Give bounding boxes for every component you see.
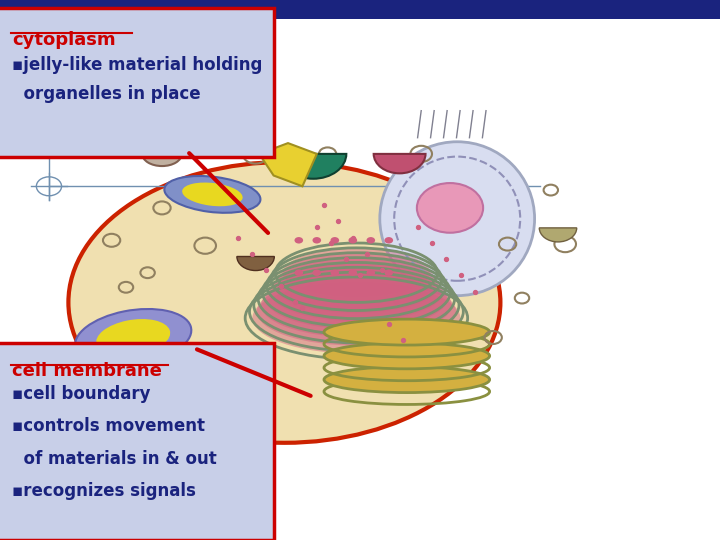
FancyBboxPatch shape <box>0 8 274 157</box>
Point <box>333 217 344 226</box>
FancyBboxPatch shape <box>0 0 720 19</box>
Text: ▪jelly-like material holding: ▪jelly-like material holding <box>12 56 263 73</box>
Point <box>469 287 481 296</box>
Point <box>325 239 337 247</box>
Ellipse shape <box>278 253 435 305</box>
Ellipse shape <box>324 319 490 345</box>
Text: ▪recognizes signals: ▪recognizes signals <box>12 482 196 500</box>
Point <box>318 201 330 210</box>
Wedge shape <box>237 256 274 271</box>
Ellipse shape <box>324 343 490 369</box>
Point <box>304 282 315 291</box>
Point <box>426 239 438 247</box>
Ellipse shape <box>269 263 443 321</box>
Point <box>261 266 272 274</box>
Wedge shape <box>280 154 346 179</box>
Circle shape <box>417 183 483 233</box>
Circle shape <box>312 269 321 276</box>
Wedge shape <box>374 154 426 173</box>
Point <box>311 222 323 231</box>
Point <box>354 271 366 280</box>
Point <box>347 233 359 242</box>
Circle shape <box>366 237 375 244</box>
Ellipse shape <box>68 162 500 443</box>
Point <box>383 320 395 328</box>
Circle shape <box>294 237 303 244</box>
Wedge shape <box>539 228 577 242</box>
Circle shape <box>384 237 393 244</box>
Point <box>340 255 351 264</box>
Point <box>441 255 452 264</box>
Ellipse shape <box>265 268 447 329</box>
Circle shape <box>294 269 303 276</box>
Ellipse shape <box>75 309 192 366</box>
Ellipse shape <box>182 183 243 206</box>
Point <box>369 287 380 296</box>
Circle shape <box>348 269 357 276</box>
Ellipse shape <box>252 282 461 354</box>
Point <box>390 298 402 307</box>
Circle shape <box>312 237 321 244</box>
Point <box>297 303 308 312</box>
Circle shape <box>330 269 339 276</box>
Ellipse shape <box>282 248 431 297</box>
Ellipse shape <box>96 319 170 356</box>
Point <box>412 222 423 231</box>
Ellipse shape <box>274 258 439 313</box>
Circle shape <box>366 269 375 276</box>
Point <box>232 233 243 242</box>
Ellipse shape <box>164 176 261 213</box>
Text: of materials in & out: of materials in & out <box>12 450 217 468</box>
Point <box>361 249 373 258</box>
Point <box>289 298 301 307</box>
Ellipse shape <box>142 142 181 166</box>
Ellipse shape <box>256 278 456 346</box>
Point <box>397 336 409 345</box>
Text: cytoplasm: cytoplasm <box>12 31 116 49</box>
Ellipse shape <box>261 273 452 338</box>
Circle shape <box>384 269 393 276</box>
Ellipse shape <box>380 141 534 295</box>
FancyBboxPatch shape <box>0 343 274 540</box>
Point <box>275 282 287 291</box>
Text: organelles in place: organelles in place <box>12 85 201 103</box>
Text: ▪controls movement: ▪controls movement <box>12 417 205 435</box>
Circle shape <box>330 237 339 244</box>
Polygon shape <box>259 143 317 186</box>
Text: ▪cell boundary: ▪cell boundary <box>12 385 150 403</box>
Point <box>246 249 258 258</box>
Circle shape <box>348 237 357 244</box>
Ellipse shape <box>324 367 490 393</box>
Text: cell membrane: cell membrane <box>12 362 162 380</box>
Point <box>376 266 387 274</box>
Point <box>455 271 467 280</box>
